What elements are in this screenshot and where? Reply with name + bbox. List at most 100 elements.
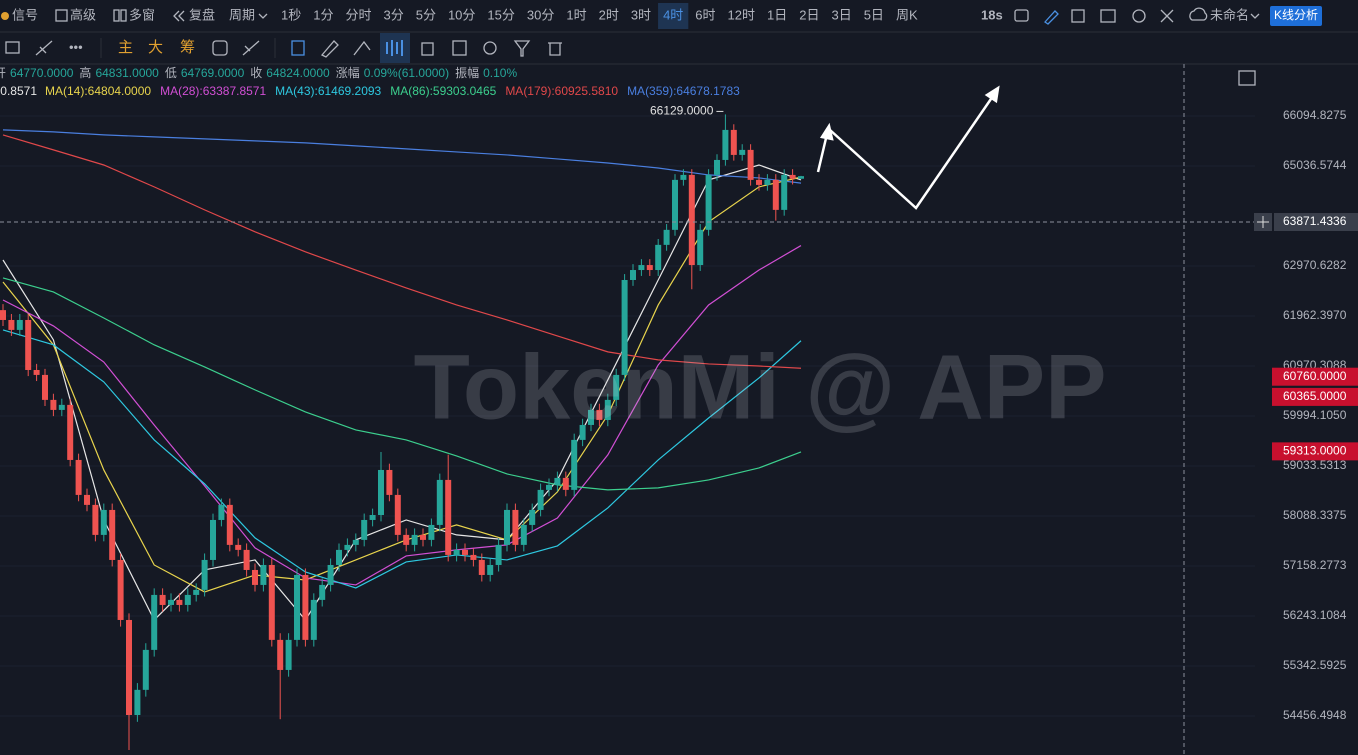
candle-body <box>420 534 426 540</box>
y-tick-label: 55342.5925 <box>1283 658 1347 672</box>
toolbar-button[interactable]: 复盘 <box>189 7 215 22</box>
period-button[interactable]: 6时 <box>695 7 715 22</box>
candle-body <box>16 319 23 330</box>
period-button[interactable]: 1秒 <box>281 7 301 22</box>
toolbar-button[interactable]: 周期 <box>229 7 255 22</box>
tool-icon[interactable] <box>291 40 305 56</box>
collapse-icon[interactable] <box>1238 70 1256 86</box>
tool-icon[interactable] <box>353 40 371 56</box>
candle-body <box>260 564 267 585</box>
candle-body <box>764 179 771 185</box>
tool-icon[interactable] <box>483 41 497 55</box>
period-button[interactable]: 10分 <box>448 7 475 22</box>
candle-body <box>663 229 670 245</box>
candle-body <box>772 179 779 210</box>
toolbar-button[interactable]: 高级 <box>70 7 96 22</box>
ma-line <box>2 129 802 184</box>
candle-body <box>621 279 628 375</box>
candle-body <box>672 179 678 230</box>
advanced-icon <box>55 9 68 22</box>
tool-icon[interactable] <box>5 41 20 54</box>
candle-body <box>168 599 174 605</box>
period-button[interactable]: 5日 <box>864 7 884 22</box>
analysis-button-bg[interactable] <box>1270 6 1322 26</box>
analysis-button[interactable]: K线分析 <box>1274 8 1318 22</box>
crosshair-plus[interactable] <box>1257 216 1269 229</box>
candle-body <box>226 504 233 545</box>
tool-icon[interactable] <box>212 40 228 56</box>
arrow-line <box>816 133 829 173</box>
toolbar-button[interactable]: 多窗 <box>129 7 155 22</box>
candle-body <box>361 519 368 540</box>
period-button[interactable]: 分时 <box>345 7 371 22</box>
candle-body <box>470 554 477 560</box>
info-value: 0.10% <box>483 66 517 80</box>
period-button[interactable]: 周K <box>896 7 918 22</box>
y-tick-label: 61962.3970 <box>1283 308 1347 322</box>
watermark: TokenMi @ APP <box>414 336 1107 438</box>
candle-body <box>588 409 594 425</box>
tool-icon[interactable] <box>452 40 467 56</box>
drawing-arrows <box>816 85 1000 210</box>
period-button[interactable]: 2日 <box>799 7 819 22</box>
period-button[interactable]: 1分 <box>313 7 333 22</box>
candle-body <box>520 524 527 545</box>
crosshair-label-bg <box>1274 213 1358 232</box>
candle-body <box>84 494 90 505</box>
ohlc-info: 开 64770.0000 高 64831.0000 低 64769.0000 收 64824.… <box>0 65 517 80</box>
period-button[interactable]: 12时 <box>728 7 755 22</box>
tool-icon[interactable] <box>513 40 531 57</box>
fullscreen-icon[interactable] <box>1160 9 1174 23</box>
info-value: 64824.0000 <box>266 66 330 80</box>
tool-icon[interactable] <box>35 40 53 56</box>
period-button[interactable]: 4时 <box>663 7 683 22</box>
period-button[interactable]: 3日 <box>831 7 851 22</box>
candle-body <box>562 477 569 490</box>
candle-body <box>386 469 393 495</box>
cloud-icon <box>1189 7 1208 21</box>
legend-entry: 0.8571 <box>0 84 37 98</box>
period-button[interactable]: 1日 <box>767 7 787 22</box>
tool-icon[interactable] <box>421 42 434 56</box>
candle-body <box>554 477 561 485</box>
indicator-button[interactable]: 主 <box>118 39 133 56</box>
candle-body <box>218 504 225 520</box>
info-value: 64831.0000 <box>95 66 159 80</box>
candle-body <box>126 619 132 715</box>
candle-body <box>344 544 351 550</box>
period-button[interactable]: 3时 <box>631 7 651 22</box>
candle-body <box>411 534 418 545</box>
settings-icon[interactable] <box>1132 9 1146 23</box>
tool-icon[interactable] <box>242 40 260 56</box>
period-button[interactable]: 5分 <box>416 7 436 22</box>
candle-body <box>142 649 149 690</box>
screenshot-icon[interactable] <box>1100 9 1116 23</box>
more-icon[interactable]: ••• <box>69 39 83 54</box>
candle-body <box>294 574 300 640</box>
candle-body <box>327 564 334 585</box>
tool-icon[interactable] <box>320 40 339 58</box>
toolbar-button[interactable]: 信号 <box>12 7 38 22</box>
candle-body <box>201 559 208 590</box>
layout-name[interactable]: 未命名 <box>1210 7 1249 22</box>
period-button[interactable]: 15分 <box>487 7 514 22</box>
indicator-button[interactable]: 筹 <box>180 39 195 56</box>
period-button[interactable]: 2时 <box>599 7 619 22</box>
tool-icon[interactable] <box>548 42 562 56</box>
signal-icon[interactable] <box>1 12 9 20</box>
candle-body <box>117 559 124 620</box>
camera-icon[interactable] <box>1014 9 1029 22</box>
period-button[interactable]: 1时 <box>566 7 586 22</box>
active-tool-bg[interactable] <box>380 33 410 63</box>
indicator-button[interactable]: 大 <box>148 39 163 56</box>
window-icon[interactable] <box>1071 9 1085 23</box>
draw-icon[interactable] <box>1044 10 1059 25</box>
candle-body <box>243 549 250 570</box>
legend-entry: MA(359):64678.1783 <box>627 84 740 98</box>
period-button[interactable]: 30分 <box>527 7 554 22</box>
candle-body <box>378 469 384 516</box>
tool-icon[interactable] <box>386 40 403 56</box>
active-period-bg[interactable] <box>658 3 689 29</box>
candle-body <box>798 176 804 179</box>
period-button[interactable]: 3分 <box>383 7 403 22</box>
